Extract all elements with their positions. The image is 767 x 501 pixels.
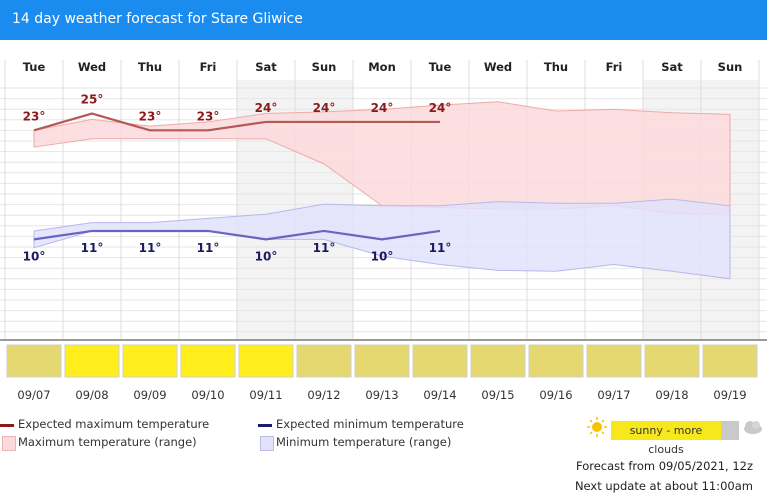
cloud-icon: [744, 421, 762, 434]
forecast-chart: Tue Wed Thu Fri Sat Sun Mon Tue Wed Thu Fri Sat Sun 2…: [0, 60, 767, 402]
legend-max-line-swatch: [0, 424, 14, 427]
date-label: 09/10: [191, 388, 224, 402]
legend-max-expected: Expected maximum temperature: [0, 417, 240, 433]
legend-min-range: Minimum temperature (range): [258, 435, 498, 451]
date-label: 09/12: [307, 388, 340, 402]
min-temp-label: 11°: [197, 241, 220, 255]
day-name: Wed: [484, 60, 512, 74]
date-label: 09/07: [17, 388, 50, 402]
legend-condition-badge: sunny - more clouds: [611, 421, 739, 456]
max-temp-label: 24°: [255, 101, 278, 115]
day-name: Fri: [200, 60, 217, 74]
day-name: Thu: [544, 60, 568, 74]
condition-box: [702, 344, 758, 378]
day-name: Tue: [429, 60, 452, 74]
legend-max-range: Maximum temperature (range): [0, 435, 240, 451]
legend-min-expected: Expected minimum temperature: [258, 417, 498, 433]
date-label: 09/17: [597, 388, 630, 402]
max-temp-label: 24°: [371, 101, 394, 115]
min-temp-label: 10°: [255, 249, 278, 263]
condition-box: [6, 344, 62, 378]
max-temp-label: 23°: [139, 109, 162, 123]
day-name: Sun: [312, 60, 337, 74]
condition-box: [238, 344, 294, 378]
date-label: 09/19: [713, 388, 746, 402]
forecast-from-text: Forecast from 09/05/2021, 12z: [576, 459, 753, 473]
max-temp-label: 24°: [429, 101, 452, 115]
min-temp-label: 11°: [313, 241, 336, 255]
date-label: 09/13: [365, 388, 398, 402]
day-name: Fri: [606, 60, 623, 74]
condition-box: [470, 344, 526, 378]
legend-max-range-swatch: [2, 436, 16, 451]
min-temp-label: 10°: [371, 249, 394, 263]
condition-box: [586, 344, 642, 378]
condition-box: [296, 344, 352, 378]
legend-max-expected-label: Expected maximum temperature: [18, 417, 210, 431]
condition-box: [644, 344, 700, 378]
min-temp-label: 11°: [429, 241, 452, 255]
date-label: 09/15: [481, 388, 514, 402]
day-name: Sat: [255, 60, 277, 74]
min-temp-label: 11°: [81, 241, 104, 255]
date-label: 09/09: [133, 388, 166, 402]
day-name: Sun: [718, 60, 743, 74]
min-temp-label: 11°: [139, 241, 162, 255]
max-temp-label: 23°: [197, 109, 220, 123]
legend-max-range-label: Maximum temperature (range): [18, 435, 197, 449]
min-temp-label: 10°: [23, 249, 46, 263]
legend-min-range-swatch: [260, 436, 274, 451]
day-name: Mon: [368, 60, 396, 74]
day-name: Wed: [78, 60, 106, 74]
date-label: 09/08: [75, 388, 108, 402]
date-label: 09/14: [423, 388, 456, 402]
condition-box: [354, 344, 410, 378]
condition-box: [64, 344, 120, 378]
legend-min-expected-label: Expected minimum temperature: [276, 417, 464, 431]
day-name: Sat: [661, 60, 683, 74]
max-temp-label: 25°: [81, 93, 104, 107]
day-name: Thu: [138, 60, 162, 74]
condition-box: [528, 344, 584, 378]
sun-icon: [587, 417, 607, 437]
legend-min-line-swatch: [258, 424, 272, 427]
title-bar: 14 day weather forecast for Stare Gliwic…: [0, 0, 767, 40]
min-temp-line: [33, 229, 441, 241]
date-label: 09/11: [249, 388, 282, 402]
legend-min-range-label: Minimum temperature (range): [276, 435, 452, 449]
condition-box: [122, 344, 178, 378]
date-label: 09/18: [655, 388, 688, 402]
date-label: 09/16: [539, 388, 572, 402]
next-update-text: Next update at about 11:00am: [574, 479, 753, 493]
day-name: Tue: [23, 60, 46, 74]
max-temp-label: 24°: [313, 101, 336, 115]
max-temp-label: 23°: [23, 109, 46, 123]
condition-box: [412, 344, 468, 378]
condition-box: [180, 344, 236, 378]
page-title: 14 day weather forecast for Stare Gliwic…: [12, 11, 303, 27]
max-temp-line: [33, 112, 440, 132]
